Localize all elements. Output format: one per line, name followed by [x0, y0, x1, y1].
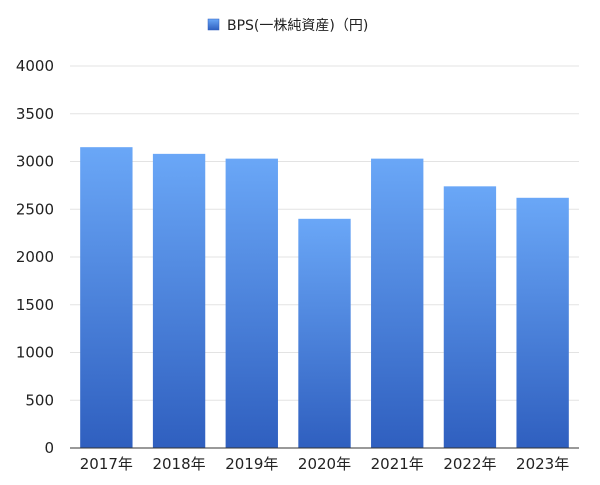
legend-swatch — [207, 18, 220, 31]
y-tick-label: 0 — [44, 439, 54, 457]
y-tick-label: 2500 — [16, 200, 54, 218]
y-axis-ticks: 0 500 1000 1500 2000 2500 3000 3500 4000 — [16, 57, 54, 457]
y-tick-label: 500 — [25, 391, 54, 409]
y-tick-label: 1500 — [16, 296, 54, 314]
bar — [443, 186, 497, 448]
x-tick-label: 2020年 — [298, 455, 351, 473]
x-axis-ticks: 2017年 2018年 2019年 2020年 2021年 2022年 2023年 — [80, 455, 569, 473]
bar — [80, 147, 133, 449]
bar — [225, 158, 278, 448]
x-tick-label: 2017年 — [80, 455, 133, 473]
y-tick-label: 3000 — [16, 153, 54, 171]
x-tick-label: 2018年 — [152, 455, 205, 473]
x-tick-label: 2023年 — [516, 455, 569, 473]
y-tick-label: 3500 — [16, 105, 54, 123]
y-tick-label: 2000 — [16, 248, 54, 266]
bar — [516, 197, 569, 448]
bar — [298, 218, 351, 448]
legend: BPS(一株純資産)（円) — [207, 18, 368, 34]
legend-label: BPS(一株純資産)（円) — [227, 18, 368, 34]
bar — [152, 153, 206, 449]
bars — [80, 147, 569, 449]
y-tick-label: 4000 — [16, 57, 54, 75]
bar — [371, 158, 424, 448]
x-tick-label: 2019年 — [225, 455, 278, 473]
x-tick-label: 2022年 — [443, 455, 496, 473]
y-tick-label: 1000 — [16, 344, 54, 362]
x-tick-label: 2021年 — [371, 455, 424, 473]
